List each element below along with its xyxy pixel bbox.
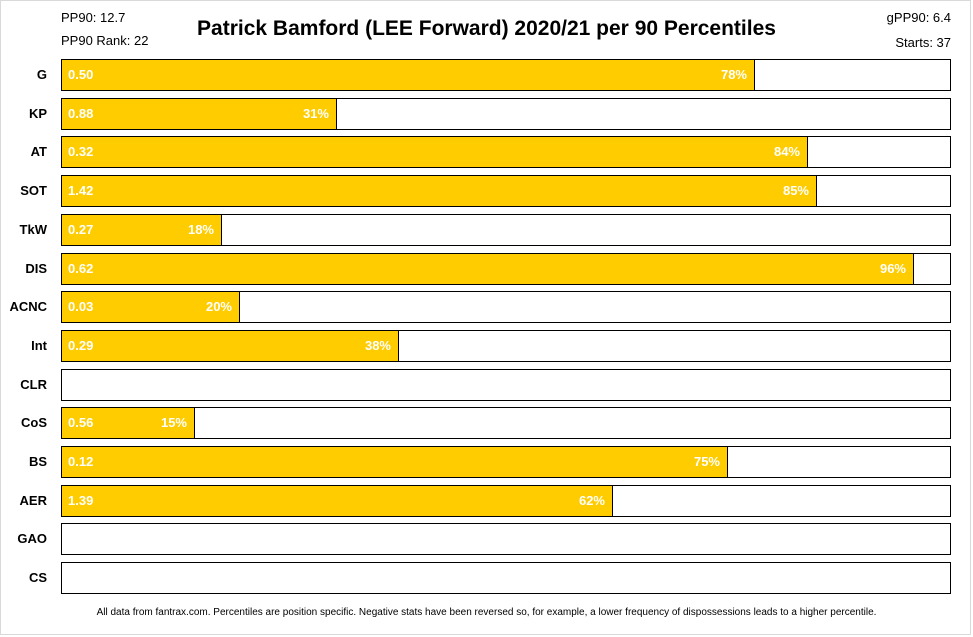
percentile-label: 85% [782,183,809,199]
pp90-rank-label: PP90 Rank: 22 [61,33,149,48]
bar-track: 0.50 78% [61,59,951,91]
bar [62,214,222,245]
per90-value-label: 1.42 [68,183,94,199]
bar-row: DIS 0.62 96% [0,252,973,285]
bar-rows: G 0.50 78% KP 0.88 31% AT 0.32 84% SOT 1.42 85% TkW 0… [0,59,973,595]
bar-row: ACNC 0.03 20% [0,291,973,324]
category-label: Int [31,337,47,353]
bar-row: AT 0.32 84% [0,136,973,169]
bar-row: CS [0,562,973,595]
category-label: TkW [19,221,47,237]
bar-track [61,523,951,556]
category-label: CoS [21,415,47,431]
percentile-label: 20% [205,299,232,315]
per90-value-label: 0.32 [68,144,94,160]
bar [62,176,817,207]
bar-row: Int 0.29 38% [0,329,973,362]
starts-label: Starts: 37 [895,35,951,50]
bar [62,98,337,129]
bar-track: 0.12 75% [61,446,951,478]
gpp90-label: gPP90: 6.4 [886,10,951,25]
bar-track: 0.32 84% [61,136,951,169]
percentile-label: 38% [364,337,391,353]
category-label: AT [30,144,47,160]
percentile-label: 96% [879,260,906,276]
category-label: BS [28,454,47,469]
bar-row: CLR [0,368,973,401]
percentile-label: 75% [693,454,720,469]
bar-track: 0.56 15% [61,407,951,440]
bar [62,408,195,439]
bar-track: 0.03 20% [61,291,951,324]
percentile-label: 62% [578,492,605,508]
chart-title: Patrick Bamford (LEE Forward) 2020/21 pe… [197,17,776,40]
category-label: CLR [20,376,47,392]
category-label: DIS [25,260,47,276]
per90-value-label: 0.29 [68,337,94,353]
per90-value-label: 1.39 [68,492,94,508]
bar [62,447,728,477]
bar-row: CoS 0.56 15% [0,407,973,440]
per90-value-label: 0.88 [68,105,94,121]
percentile-label: 31% [302,105,329,121]
per90-value-label: 0.03 [68,299,94,315]
bar-row: AER 1.39 62% [0,484,973,517]
bar [62,137,808,168]
bar-track: 1.39 62% [61,484,951,517]
bar-track: 0.88 31% [61,97,951,130]
category-label: ACNC [9,299,47,315]
bar [62,330,399,361]
category-label: KP [28,105,47,121]
bar-row: KP 0.88 31% [0,97,973,130]
footer-note: All data from fantrax.com. Percentiles a… [96,607,877,618]
bar-track: 1.42 85% [61,175,951,208]
bar-track: 0.29 38% [61,329,951,362]
percentile-label: 78% [720,67,747,82]
bar-row: G 0.50 78% [0,59,973,91]
bar-row: TkW 0.27 18% [0,213,973,246]
category-label: GAO [17,531,47,547]
per90-value-label: 0.27 [68,221,94,237]
bar [62,292,240,323]
bar-row: GAO [0,523,973,556]
category-label: AER [19,492,47,508]
bar-track [61,368,951,401]
bar-row: BS 0.12 75% [0,446,973,478]
category-label: G [36,67,47,82]
per90-value-label: 0.62 [68,260,94,276]
bar-track [61,562,951,595]
percentile-label: 84% [773,144,800,160]
per90-value-label: 0.50 [68,67,94,82]
bar [62,253,914,284]
percentile-label: 18% [187,221,214,237]
per90-value-label: 0.12 [68,454,94,469]
bar [62,60,755,90]
bar-row: SOT 1.42 85% [0,175,973,208]
per90-value-label: 0.56 [68,415,94,431]
bar [62,485,613,516]
category-label: CS [28,570,47,586]
percentile-label: 15% [160,415,187,431]
pp90-label: PP90: 12.7 [61,10,126,25]
bar-track: 0.62 96% [61,252,951,285]
category-label: SOT [20,183,47,199]
bar-track: 0.27 18% [61,213,951,246]
